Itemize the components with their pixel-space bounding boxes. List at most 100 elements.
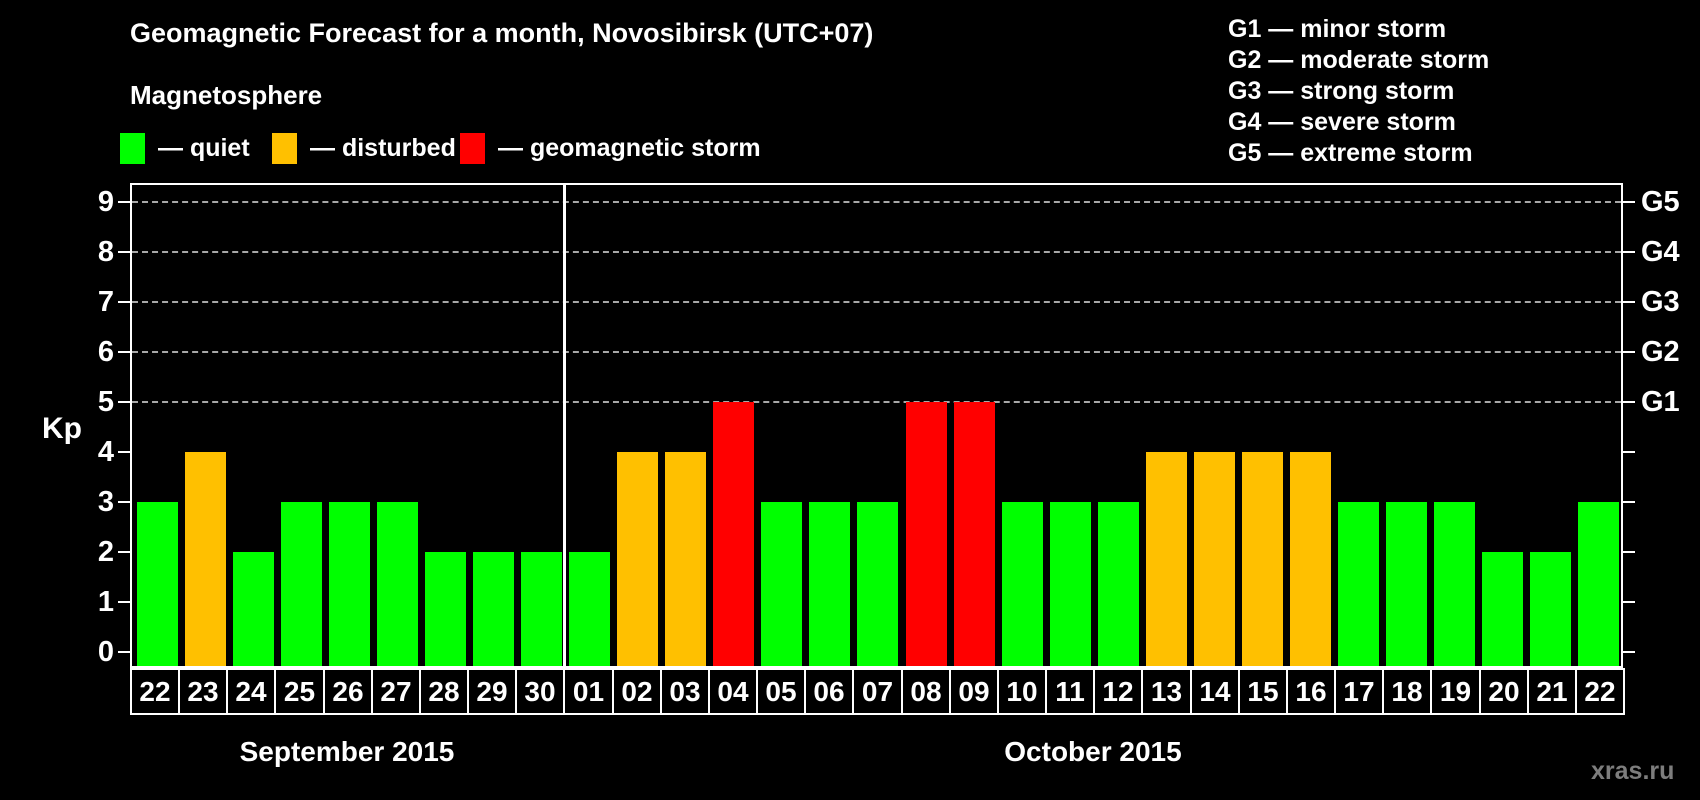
day-cell-26: 26 <box>323 668 373 715</box>
left-tick-kp7 <box>118 301 130 303</box>
gridline-kp8 <box>132 251 1621 253</box>
day-cell-11: 11 <box>1045 668 1095 715</box>
magnetosphere-subtitle: Magnetosphere <box>130 80 323 110</box>
quiet-legend-label: — quiet <box>158 134 250 162</box>
kp-bar-day-20 <box>1482 552 1523 666</box>
left-tick-kp6 <box>118 351 130 353</box>
day-cell-23: 23 <box>178 668 228 715</box>
right-tick-kp8 <box>1623 251 1635 253</box>
g-axis-label-g1: G1 <box>1641 386 1680 418</box>
g-axis-label-g2: G2 <box>1641 336 1680 368</box>
kp-bar-day-15 <box>1242 452 1283 666</box>
month-label-october: October 2015 <box>1004 736 1182 767</box>
kp-bar-day-21 <box>1530 552 1571 666</box>
gridline-kp6 <box>132 351 1621 353</box>
day-cell-20: 20 <box>1479 668 1529 715</box>
left-tick-kp8 <box>118 251 130 253</box>
day-cell-19: 19 <box>1430 668 1481 715</box>
storm-legend-label: — geomagnetic storm <box>498 134 761 162</box>
day-cell-06: 06 <box>804 668 854 715</box>
kp-bar-day-04 <box>713 402 754 666</box>
storm-color-swatch <box>460 133 485 164</box>
kp-bar-day-08 <box>906 402 947 666</box>
left-tick-kp5 <box>118 401 130 403</box>
kp-bar-day-24 <box>233 552 274 666</box>
disturbed-legend-label: — disturbed <box>310 134 456 162</box>
kp-bar-day-18 <box>1386 502 1427 666</box>
day-cell-27: 27 <box>371 668 421 715</box>
kp-bar-day-12 <box>1098 502 1139 666</box>
left-tick-kp3 <box>118 501 130 503</box>
kp-bar-day-26 <box>329 502 370 666</box>
kp-bar-day-06 <box>809 502 850 666</box>
day-cell-04: 04 <box>708 668 758 715</box>
watermark: xras.ru <box>1591 757 1675 785</box>
page-title: Geomagnetic Forecast for a month, Novosi… <box>130 18 874 48</box>
y-tick-label-5: 5 <box>97 386 114 418</box>
y-tick-label-9: 9 <box>97 186 114 218</box>
day-cell-24: 24 <box>226 668 276 715</box>
kp-bar-day-29 <box>473 552 514 666</box>
kp-bar-day-10 <box>1002 502 1043 666</box>
plot-area <box>118 183 1635 668</box>
g4-legend-line: G4 — severe storm <box>1228 108 1456 136</box>
right-tick-kp7 <box>1623 301 1635 303</box>
kp-bar-day-09 <box>954 402 995 666</box>
gridline-kp7 <box>132 301 1621 303</box>
kp-bar-day-05 <box>761 502 802 666</box>
quiet-color-swatch <box>120 133 145 164</box>
kp-bar-day-14 <box>1194 452 1235 666</box>
kp-bar-day-16 <box>1290 452 1331 666</box>
day-cell-30: 30 <box>515 668 565 715</box>
right-tick-kp2 <box>1623 551 1635 553</box>
y-tick-label-6: 6 <box>97 336 114 368</box>
day-cell-17: 17 <box>1334 668 1384 715</box>
kp-bar-day-03 <box>665 452 706 666</box>
g1-legend-line: G1 — minor storm <box>1228 15 1447 43</box>
day-cell-18: 18 <box>1382 668 1432 715</box>
day-cell-22: 22 <box>130 668 180 715</box>
left-tick-kp0 <box>118 651 130 653</box>
right-tick-kp9 <box>1623 201 1635 203</box>
day-cell-25: 25 <box>274 668 325 715</box>
day-cell-10: 10 <box>997 668 1047 715</box>
kp-bar-day-27 <box>377 502 418 666</box>
kp-bar-day-07 <box>857 502 898 666</box>
disturbed-color-swatch <box>272 133 297 164</box>
right-tick-kp0 <box>1623 651 1635 653</box>
day-cell-29: 29 <box>467 668 517 715</box>
kp-bar-day-02 <box>617 452 658 666</box>
gridline-kp9 <box>132 201 1621 203</box>
day-cell-22: 22 <box>1575 668 1625 715</box>
kp-bar-day-28 <box>425 552 466 666</box>
legend-item-disturbed: — disturbed <box>272 133 456 164</box>
left-tick-kp9 <box>118 201 130 203</box>
day-cell-08: 08 <box>901 668 951 715</box>
y-tick-label-4: 4 <box>97 436 114 468</box>
left-tick-kp2 <box>118 551 130 553</box>
kp-bar-day-30 <box>521 552 562 666</box>
y-tick-label-1: 1 <box>97 586 114 618</box>
right-tick-kp3 <box>1623 501 1635 503</box>
legend-item-storm: — geomagnetic storm <box>460 133 761 164</box>
right-tick-kp6 <box>1623 351 1635 353</box>
g-scale-legend: G1 — minor storm G2 — moderate storm G3 … <box>1228 14 1489 169</box>
y-axis-title: Kp <box>42 412 82 445</box>
day-cell-16: 16 <box>1286 668 1336 715</box>
g5-legend-line: G5 — extreme storm <box>1228 139 1473 167</box>
legend-item-quiet: — quiet <box>120 133 250 164</box>
month-label-september: September 2015 <box>239 736 455 767</box>
kp-bar-day-13 <box>1146 452 1187 666</box>
month-separator <box>563 185 566 666</box>
kp-bar-day-11 <box>1050 502 1091 666</box>
day-cell-05: 05 <box>756 668 806 715</box>
right-tick-kp5 <box>1623 401 1635 403</box>
g-axis-label-g4: G4 <box>1641 236 1680 268</box>
day-cell-03: 03 <box>660 668 710 715</box>
kp-bar-day-25 <box>281 502 322 666</box>
kp-bar-day-01 <box>569 552 610 666</box>
day-cell-02: 02 <box>612 668 662 715</box>
day-cell-09: 09 <box>949 668 999 715</box>
y-tick-label-3: 3 <box>97 486 114 518</box>
